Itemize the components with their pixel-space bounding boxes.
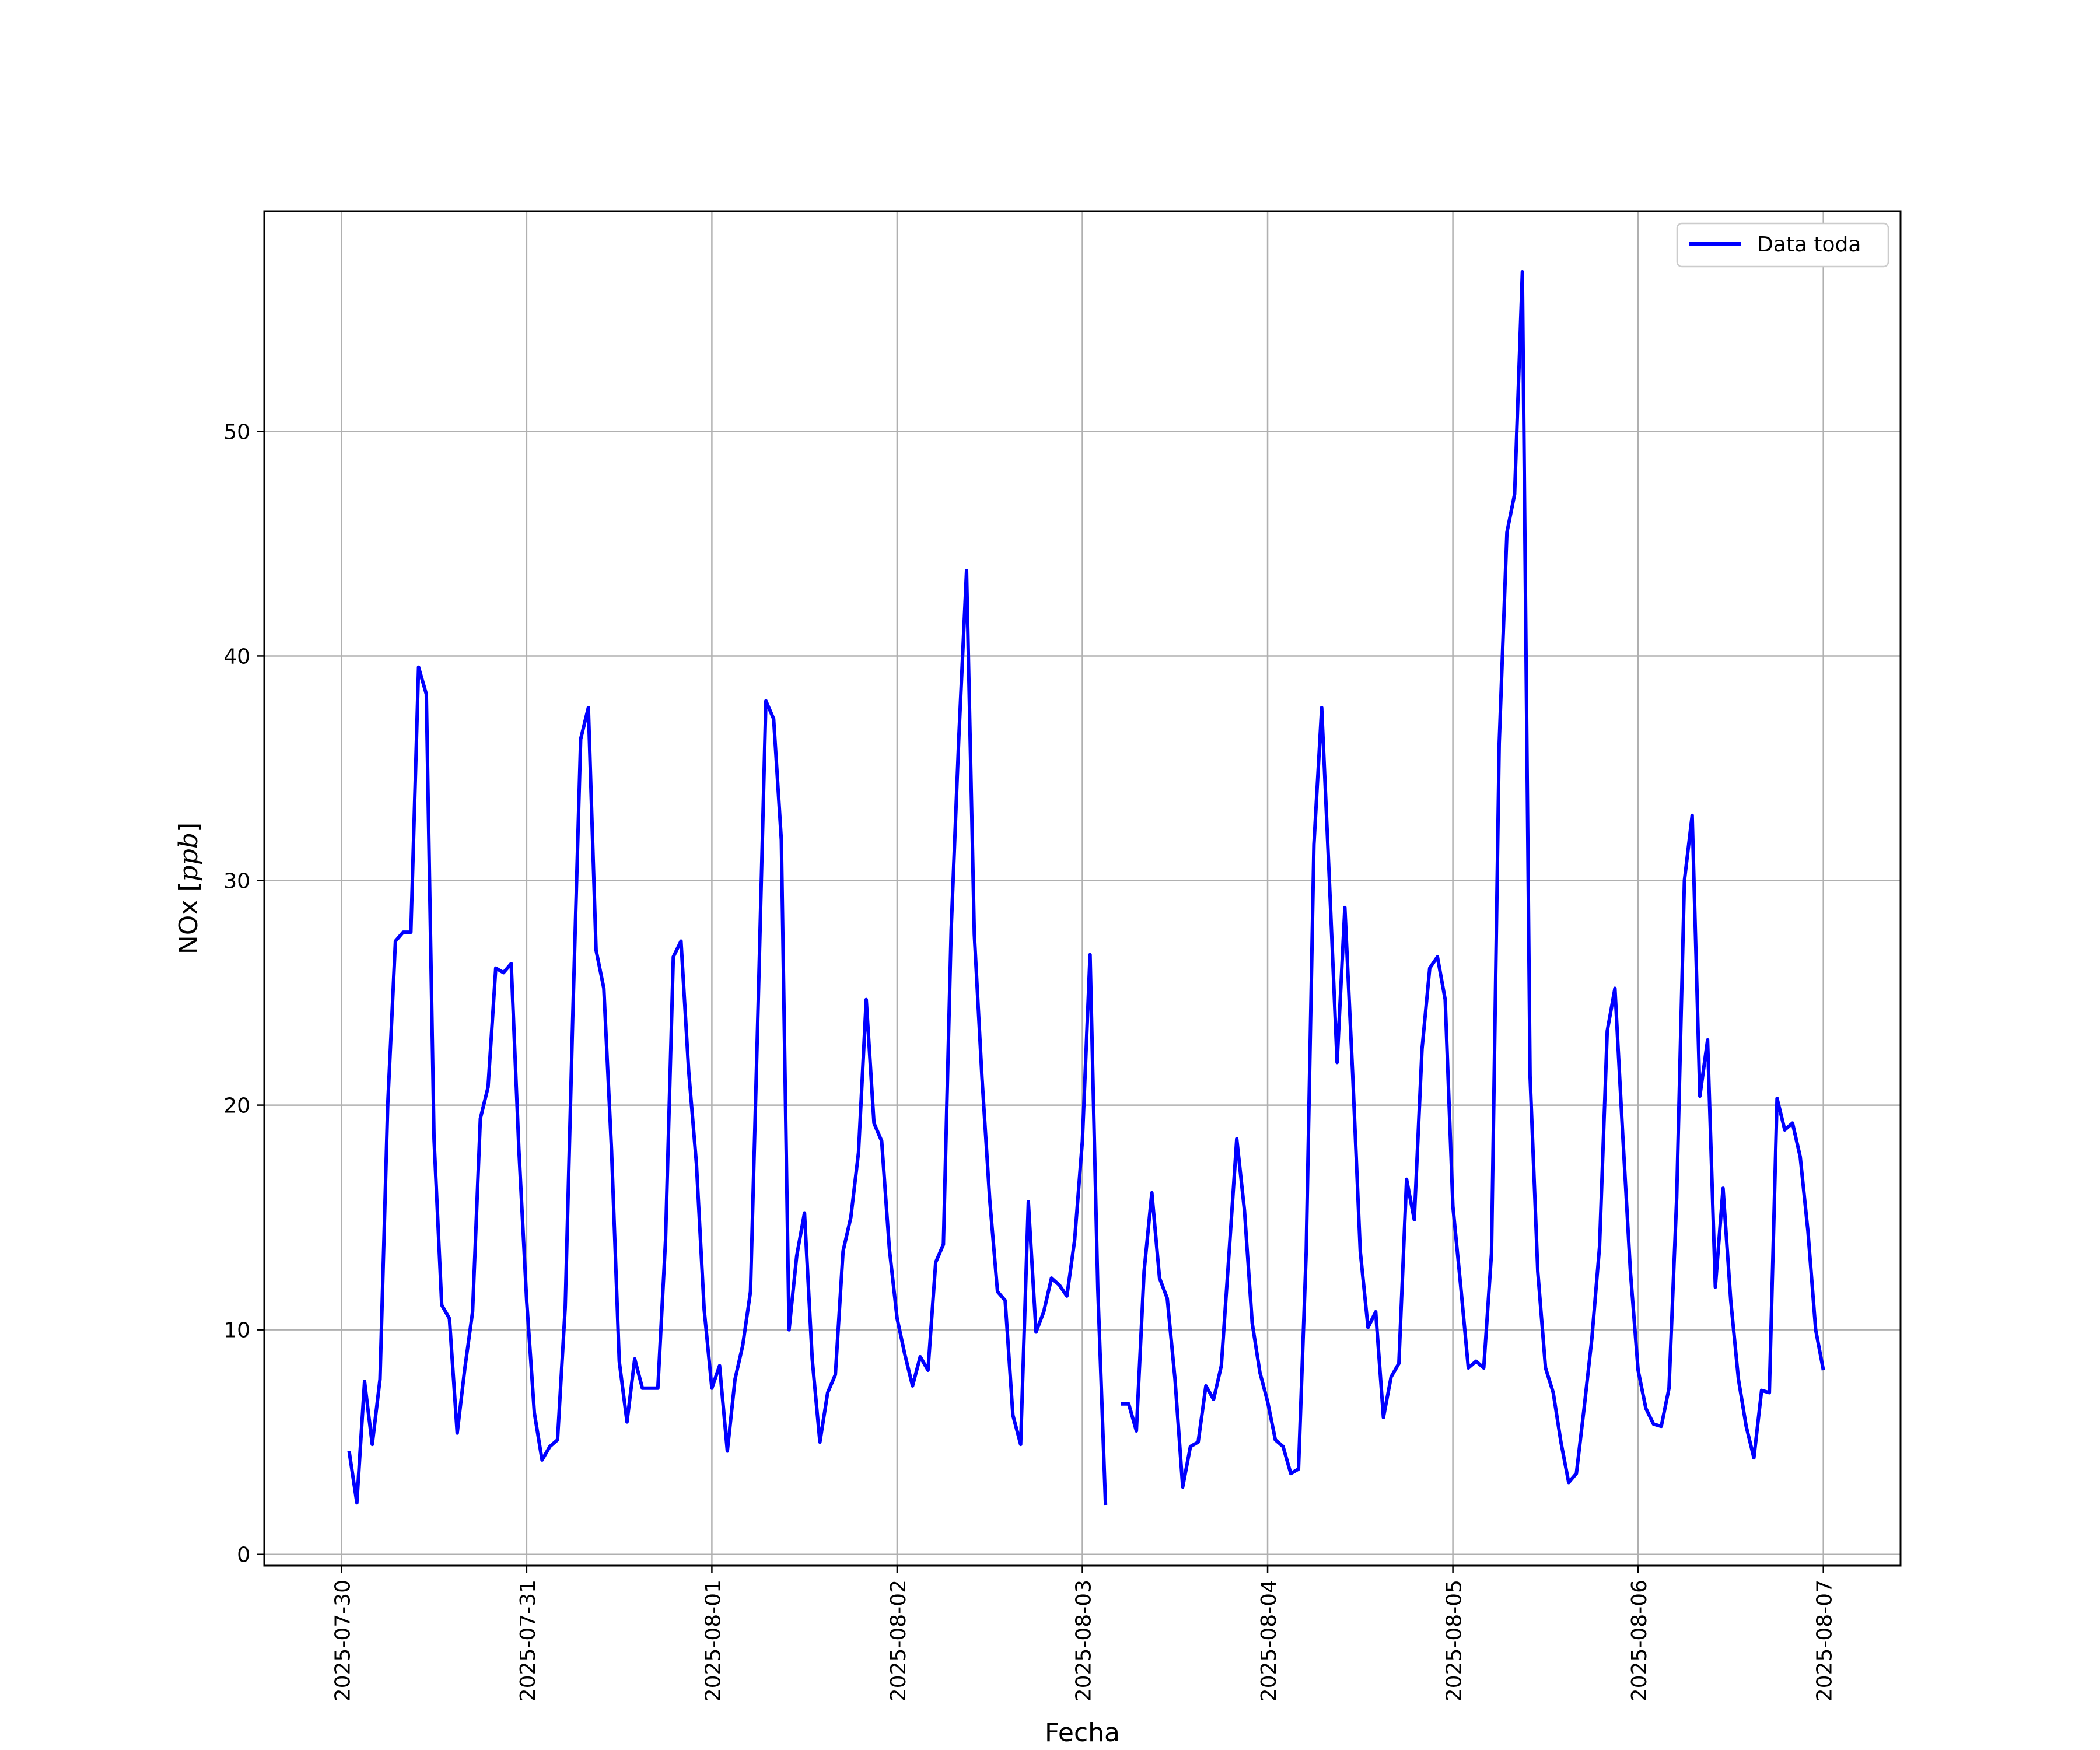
y-tick-label: 10: [223, 1319, 250, 1343]
x-tick-label: 2025-08-07: [1813, 1580, 1837, 1702]
y-tick-label: 40: [223, 645, 250, 668]
y-axis-label-name: NOx: [174, 900, 204, 955]
x-tick-label: 2025-07-30: [331, 1580, 355, 1702]
x-axis-label: Fecha: [1045, 1718, 1120, 1748]
x-tick-label: 2025-08-04: [1257, 1580, 1281, 1702]
y-gridlines: [264, 430, 1901, 1555]
x-tick-label: 2025-08-06: [1628, 1580, 1651, 1702]
y-tick-label: 30: [223, 870, 250, 894]
series-line: [347, 270, 1825, 1506]
x-tick-label: 2025-08-05: [1443, 1580, 1466, 1702]
y-axis-ticks: 0 10 20 30 40 50: [223, 420, 264, 1567]
y-axis-label: NOx [ppb]: [174, 822, 204, 954]
y-tick-label: 0: [237, 1544, 250, 1567]
x-gridlines: [341, 211, 1824, 1566]
legend-box: [1676, 222, 1889, 268]
y-tick-label: 20: [223, 1094, 250, 1118]
y-tick-label: 50: [223, 420, 250, 444]
x-axis-ticks: 2025-07-30 2025-07-31 2025-08-01 2025-08-02…: [331, 1566, 1837, 1702]
series-layer: [347, 270, 1825, 1506]
x-tick-label: 2025-08-02: [887, 1580, 911, 1702]
x-tick-label: 2025-08-01: [701, 1580, 725, 1702]
x-tick-label: 2025-08-03: [1072, 1580, 1096, 1702]
x-tick-label: 2025-07-31: [516, 1580, 540, 1702]
y-axis-label-unit: ppb: [174, 832, 204, 882]
legend: Data toda: [1676, 222, 1889, 268]
legend-label: Data toda: [1757, 233, 1861, 257]
